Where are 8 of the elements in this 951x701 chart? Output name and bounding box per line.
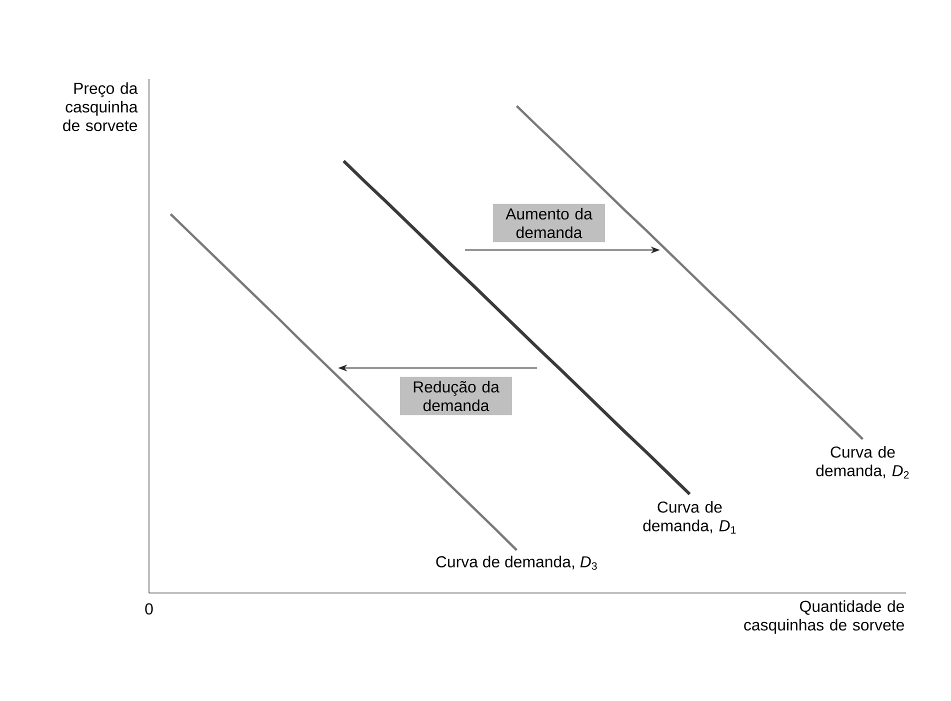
series-label: Curva de demanda, D$_{2}$ [816, 446, 909, 479]
annotation: Redução da demanda [414, 380, 500, 412]
text: 0 [145, 603, 153, 615]
x-axis-title: Quantidade de casquinhas de sorvete [744, 600, 904, 634]
series-label: Curva de demanda, D$_{3}$ [436, 556, 597, 570]
annotation: Aumento da demanda [506, 208, 592, 238]
series-label: Curva de demanda, D$_{1}$ [643, 501, 736, 534]
y-axis-title: Preço da casquinha de sorvete [63, 82, 138, 132]
